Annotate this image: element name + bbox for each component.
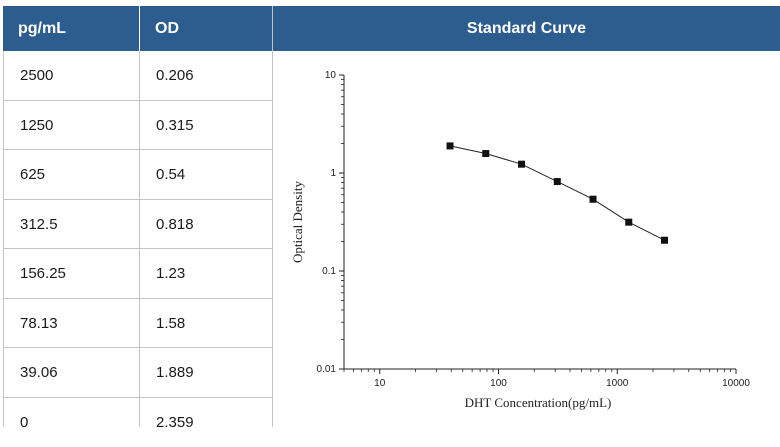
concentration-cell: 1250 (20, 116, 54, 134)
od-cell: 1.23 (156, 265, 186, 282)
column-divider (272, 6, 273, 427)
concentration-cell: 312.5 (20, 215, 58, 233)
od-cell: 0.54 (156, 166, 186, 183)
data-point (661, 236, 669, 244)
data-point (625, 218, 633, 226)
od-cell: 0.315 (156, 116, 194, 134)
od-cell: 2.359 (156, 413, 194, 431)
x-axis-label: DHT Concentration(pg/mL) (465, 395, 612, 410)
data-point (446, 142, 454, 150)
row-divider (3, 396, 272, 398)
od-cell: 0.206 (156, 67, 194, 84)
data-point (518, 160, 526, 168)
data-point (553, 178, 561, 186)
y-tick-label: 0.1 (322, 266, 336, 277)
standard-curve-chart: 0.01 0.1 1 10 10 100 1000 10000 DHT Concentratio… (290, 70, 750, 410)
concentration-cell: 0 (20, 413, 29, 431)
concentration-cell: 39.06 (20, 364, 58, 381)
row-divider (3, 248, 272, 249)
data-point (589, 195, 597, 203)
x-tick-label: 100 (490, 378, 507, 389)
row-divider (3, 347, 272, 348)
header-concentration: pg/mL (3, 6, 139, 51)
concentration-cell: 156.25 (20, 265, 66, 282)
row-divider (3, 198, 272, 200)
table-border-left (3, 51, 4, 427)
concentration-cell: 78.13 (20, 314, 58, 332)
od-cell: 1.889 (156, 364, 194, 381)
x-tick-label: 1000 (606, 378, 629, 389)
x-tick-label: 10 (374, 378, 386, 389)
y-axis-label: Optical Density (290, 181, 305, 263)
standard-curve-sheet: pg/mL OD Standard Curve 0.01 0.1 1 10 10 100 1… (3, 0, 780, 431)
od-cell: 0.818 (156, 215, 194, 233)
concentration-cell: 2500 (20, 67, 54, 84)
od-cell: 1.58 (156, 314, 186, 332)
data-point (482, 150, 490, 158)
standard-curve-line (449, 145, 665, 241)
row-divider (3, 297, 272, 299)
concentration-cell: 625 (20, 166, 46, 183)
y-tick-label: 0.01 (317, 364, 337, 375)
row-divider (3, 99, 272, 101)
header-od: OD (140, 6, 272, 51)
y-tick-label: 10 (325, 70, 337, 81)
y-tick-label: 1 (330, 168, 336, 179)
column-divider (139, 51, 140, 427)
row-divider (3, 149, 272, 150)
x-tick-label: 10000 (722, 378, 750, 389)
header-standard-curve: Standard Curve (273, 6, 780, 51)
